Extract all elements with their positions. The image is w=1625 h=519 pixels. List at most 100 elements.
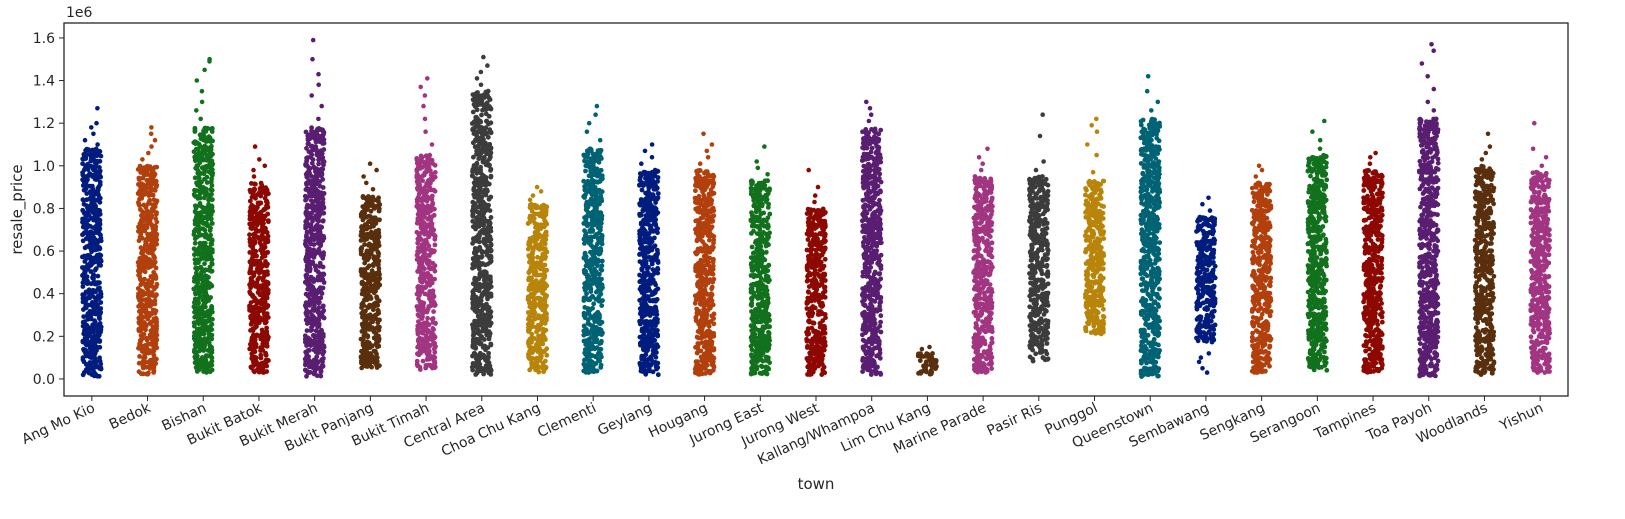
data-point [376, 327, 382, 333]
data-point [425, 281, 430, 287]
data-point [488, 342, 494, 348]
data-point [146, 292, 152, 298]
data-point [264, 189, 269, 195]
data-point [253, 362, 259, 367]
data-point [528, 276, 534, 282]
data-point [96, 373, 102, 379]
data-point [210, 161, 216, 167]
data-point [81, 209, 87, 215]
data-point [420, 257, 426, 263]
data-point [152, 286, 157, 292]
data-point [196, 367, 202, 372]
data-point [97, 179, 103, 185]
data-point [206, 249, 212, 255]
data-point [264, 285, 269, 290]
data-point [473, 260, 479, 266]
data-point [375, 282, 381, 288]
data-point [145, 221, 151, 227]
outlier-point [538, 189, 544, 194]
data-point [316, 126, 322, 131]
data-point [250, 245, 256, 251]
data-point [88, 163, 94, 169]
data-point [418, 158, 424, 164]
outlier-point [91, 131, 96, 137]
data-point [90, 275, 96, 281]
outlier-point [319, 103, 325, 109]
data-point [85, 326, 91, 331]
data-point [145, 265, 151, 271]
data-point [192, 275, 197, 281]
data-point [93, 360, 99, 365]
data-point [375, 253, 381, 259]
data-point [97, 199, 103, 205]
data-point [263, 240, 268, 246]
data-point [251, 341, 257, 347]
outlier-point [95, 142, 100, 147]
data-point [480, 129, 486, 135]
data-point [204, 174, 210, 180]
data-point [420, 253, 426, 259]
data-point [253, 181, 258, 187]
data-point [320, 218, 326, 224]
data-point [307, 266, 313, 272]
data-point [536, 333, 541, 339]
data-point [91, 231, 96, 236]
data-point [361, 205, 367, 210]
data-point [148, 328, 154, 334]
data-point [145, 210, 151, 216]
data-point [207, 324, 213, 330]
data-point [375, 308, 381, 314]
data-point [200, 147, 206, 153]
data-point [367, 361, 373, 366]
data-point [140, 246, 146, 252]
strip-clementi [581, 103, 605, 375]
data-point [485, 180, 490, 186]
outlier-point [251, 167, 256, 173]
data-point [149, 342, 155, 347]
data-point [251, 217, 257, 223]
data-point [84, 212, 90, 217]
data-point [488, 145, 494, 151]
data-point [204, 360, 210, 366]
data-point [138, 312, 144, 318]
data-point [429, 294, 435, 299]
data-point [144, 225, 150, 230]
data-point [137, 196, 142, 202]
data-point [87, 333, 93, 339]
data-point [425, 343, 430, 348]
data-point [364, 297, 370, 303]
data-point [202, 261, 207, 267]
data-point [415, 181, 421, 186]
data-point [209, 221, 215, 226]
data-point [195, 317, 201, 323]
data-point [487, 260, 493, 265]
data-point [543, 209, 549, 215]
data-point [145, 316, 151, 322]
data-point [201, 293, 207, 299]
data-point [538, 223, 544, 229]
data-point [91, 365, 96, 371]
data-point [264, 325, 269, 331]
data-point [477, 340, 483, 346]
data-point [477, 168, 483, 174]
data-point [263, 318, 269, 324]
data-point [200, 226, 206, 232]
data-point [154, 210, 160, 216]
data-point [264, 269, 270, 274]
data-point [95, 253, 101, 258]
outlier-point [252, 144, 258, 149]
data-point [529, 360, 534, 366]
data-point [196, 250, 202, 256]
data-point [247, 305, 253, 311]
data-point [360, 217, 366, 223]
data-point [82, 245, 88, 251]
data-point [368, 243, 374, 248]
data-point [149, 290, 155, 295]
data-point [319, 235, 325, 241]
data-point [431, 327, 436, 332]
data-point [488, 314, 494, 320]
data-point [321, 210, 327, 216]
data-point [93, 146, 99, 152]
data-point [487, 195, 492, 201]
outlier-point [152, 137, 158, 143]
